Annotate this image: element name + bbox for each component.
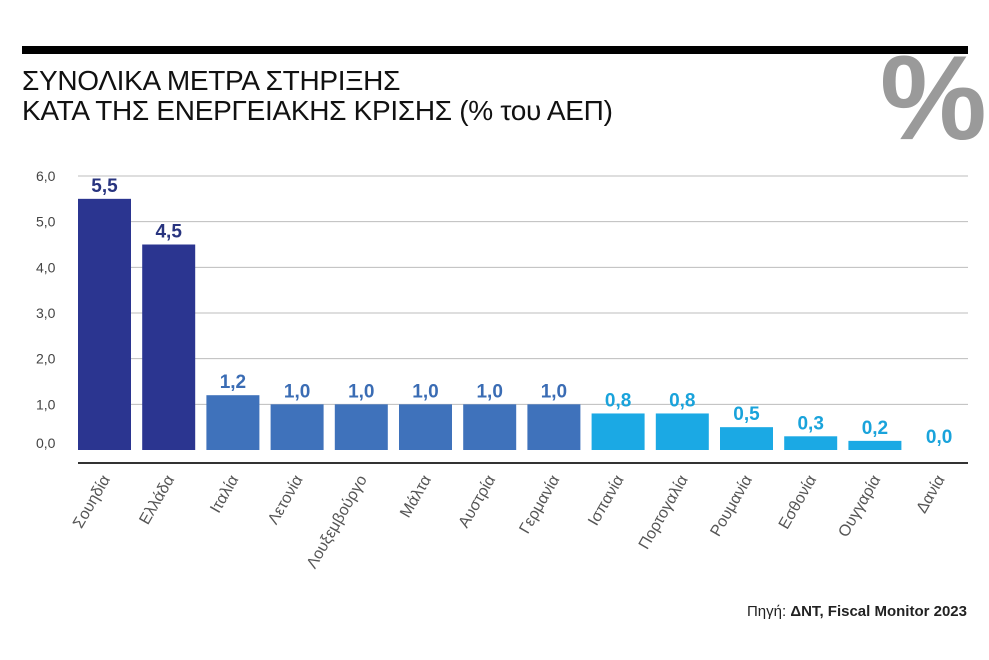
bar: [206, 395, 260, 450]
category-label: Μάλτα: [397, 473, 435, 521]
bar-value-label: 4,5: [155, 222, 182, 243]
chart-title: ΣΥΝΟΛΙΚΑ ΜΕΤΡΑ ΣΤΗΡΙΞΗΣ ΚΑΤΑ ΤΗΣ ΕΝΕΡΓΕΙ…: [22, 66, 613, 126]
bar: [784, 436, 838, 450]
chart-title-line-2: ΚΑΤΑ ΤΗΣ ΕΝΕΡΓΕΙΑΚΗΣ ΚΡΙΣΗΣ (% του ΑΕΠ): [22, 95, 613, 126]
y-axis-tick-labels: 0,0 1,0 2,0 3,0 4,0 5,0 6,0: [36, 168, 56, 451]
category-label: Αυστρία: [456, 473, 499, 531]
percent-symbol-graphic: %: [880, 31, 987, 165]
category-label: Ιταλία: [207, 473, 242, 517]
value-labels: 5,5 4,5 1,2 1,0 1,0 1,0 1,0 1,0 0,8 0,8 0,5 0,3 0,2 0…: [91, 176, 952, 448]
source-prefix: Πηγή:: [746, 603, 791, 620]
y-tick-label: 3,0: [36, 305, 56, 321]
bar: [399, 404, 452, 450]
bar-value-label: 1,0: [284, 381, 310, 402]
y-tick-label: 6,0: [36, 168, 56, 184]
bar-value-label: 0,8: [605, 390, 631, 411]
bar-value-label: 1,0: [541, 381, 567, 402]
chart-title-line-1: ΣΥΝΟΛΙΚΑ ΜΕΤΡΑ ΣΤΗΡΙΞΗΣ: [22, 65, 401, 96]
y-tick-label: 2,0: [36, 351, 56, 367]
bar-value-label: 0,8: [669, 390, 695, 411]
source-note: Πηγή: ΔΝΤ, Fiscal Monitor 2023: [747, 603, 967, 620]
bar-value-label: 0,5: [733, 404, 760, 425]
y-tick-label: 5,0: [36, 214, 56, 230]
bar: [848, 440, 902, 450]
category-label: Εσθονία: [776, 473, 820, 533]
category-label: Ρουμανία: [707, 473, 756, 540]
category-label: Σουηδία: [70, 473, 114, 532]
bar-value-label: 1,0: [348, 381, 374, 402]
bar: [463, 404, 517, 450]
bar: [142, 244, 196, 450]
y-tick-label: 1,0: [36, 396, 56, 412]
top-rule: [22, 46, 968, 54]
category-label: Ουγγαρία: [835, 473, 884, 541]
category-label: Λουξεμβούργο: [304, 472, 371, 571]
bar: [270, 404, 324, 450]
bar-value-label: 1,0: [412, 381, 438, 402]
bar: [78, 198, 131, 450]
category-label: Πορτογαλία: [636, 473, 692, 553]
bar: [334, 404, 388, 450]
category-label: Δανία: [913, 473, 948, 517]
y-tick-label: 0,0: [36, 435, 56, 451]
category-label: Ελλάδα: [137, 473, 179, 528]
bar: [655, 413, 709, 450]
bar-value-label: 0,2: [862, 418, 888, 439]
y-tick-label: 4,0: [36, 259, 56, 275]
bar-value-label: 5,5: [91, 176, 118, 197]
bar-value-label: 1,2: [220, 372, 246, 393]
category-label: Λετονία: [265, 473, 307, 528]
bar: [527, 404, 581, 450]
gridlines: [78, 175, 968, 405]
category-label: Γερμανία: [516, 473, 563, 537]
source-text: ΔΝΤ, Fiscal Monitor 2023: [790, 603, 967, 620]
bar-value-label: 0,3: [797, 413, 823, 434]
bars: [78, 198, 902, 450]
bar-value-label: 1,0: [476, 381, 502, 402]
bar-value-label: 0,0: [926, 427, 952, 448]
bar: [720, 427, 773, 450]
category-label: Ισπανία: [585, 473, 627, 529]
bar: [591, 413, 645, 450]
